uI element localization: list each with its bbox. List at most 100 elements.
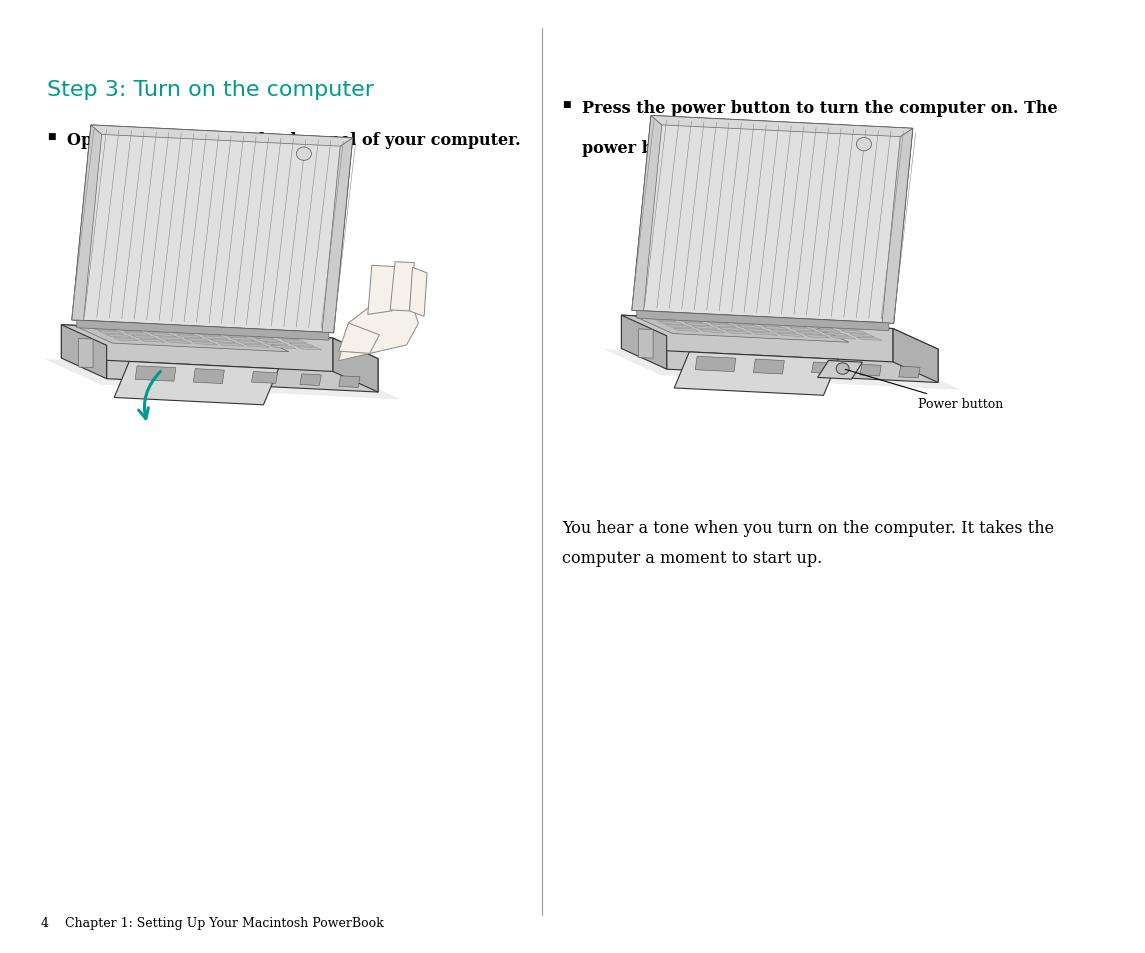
Polygon shape xyxy=(117,329,142,333)
Polygon shape xyxy=(650,318,677,322)
Polygon shape xyxy=(695,357,736,373)
Polygon shape xyxy=(244,345,270,348)
Polygon shape xyxy=(729,322,755,326)
Polygon shape xyxy=(763,327,789,331)
Polygon shape xyxy=(823,333,848,336)
Polygon shape xyxy=(658,322,684,325)
Polygon shape xyxy=(229,337,254,341)
Circle shape xyxy=(297,148,311,161)
Polygon shape xyxy=(736,326,763,329)
Polygon shape xyxy=(339,376,360,388)
Polygon shape xyxy=(90,126,353,147)
Text: computer a moment to start up.: computer a moment to start up. xyxy=(562,550,822,567)
Polygon shape xyxy=(90,328,116,332)
Text: You hear a tone when you turn on the computer. It takes the: You hear a tone when you turn on the com… xyxy=(562,519,1055,537)
Polygon shape xyxy=(753,360,784,375)
Polygon shape xyxy=(685,323,710,327)
Polygon shape xyxy=(882,130,913,324)
Polygon shape xyxy=(692,327,718,330)
Polygon shape xyxy=(297,347,322,351)
Polygon shape xyxy=(830,336,856,340)
Polygon shape xyxy=(62,325,378,359)
Polygon shape xyxy=(143,331,168,334)
Polygon shape xyxy=(789,328,815,332)
Polygon shape xyxy=(674,353,838,395)
Polygon shape xyxy=(196,333,221,336)
Polygon shape xyxy=(289,344,315,347)
Polygon shape xyxy=(834,328,860,331)
Polygon shape xyxy=(856,337,882,341)
Polygon shape xyxy=(106,346,378,393)
Polygon shape xyxy=(150,334,176,337)
Polygon shape xyxy=(237,341,262,345)
Polygon shape xyxy=(848,335,875,337)
Text: 4    Chapter 1: Setting Up Your Macintosh PowerBook: 4 Chapter 1: Setting Up Your Macintosh P… xyxy=(41,916,384,929)
Polygon shape xyxy=(255,339,281,342)
Polygon shape xyxy=(274,337,299,340)
Polygon shape xyxy=(622,315,666,370)
Polygon shape xyxy=(132,336,158,339)
Text: Power button: Power button xyxy=(845,370,1003,411)
Polygon shape xyxy=(194,370,224,384)
Polygon shape xyxy=(176,335,203,338)
Polygon shape xyxy=(673,329,698,332)
Polygon shape xyxy=(113,338,139,341)
Polygon shape xyxy=(169,332,195,335)
Polygon shape xyxy=(632,116,662,312)
Polygon shape xyxy=(818,361,862,379)
Polygon shape xyxy=(893,329,938,383)
Polygon shape xyxy=(77,321,329,341)
Polygon shape xyxy=(622,315,893,362)
Polygon shape xyxy=(804,335,830,338)
Polygon shape xyxy=(79,339,93,369)
Polygon shape xyxy=(339,324,379,355)
Polygon shape xyxy=(72,126,102,321)
Polygon shape xyxy=(771,331,796,334)
Polygon shape xyxy=(62,325,333,372)
Polygon shape xyxy=(622,315,938,350)
Polygon shape xyxy=(72,126,353,334)
Polygon shape xyxy=(203,336,229,340)
Polygon shape xyxy=(45,359,401,400)
Polygon shape xyxy=(700,330,725,334)
Polygon shape xyxy=(815,330,840,333)
Polygon shape xyxy=(605,350,962,391)
Polygon shape xyxy=(718,328,744,332)
Polygon shape xyxy=(410,268,427,317)
Polygon shape xyxy=(262,342,289,346)
Polygon shape xyxy=(158,337,183,341)
Polygon shape xyxy=(368,266,395,315)
Polygon shape xyxy=(726,332,751,335)
Polygon shape xyxy=(752,333,777,336)
Text: power button has this icon: ⓪: power button has this icon: ⓪ xyxy=(582,140,843,157)
Polygon shape xyxy=(191,342,218,346)
Polygon shape xyxy=(677,319,702,323)
Polygon shape xyxy=(74,327,289,353)
Polygon shape xyxy=(62,325,106,379)
Polygon shape xyxy=(797,332,822,335)
Polygon shape xyxy=(782,325,807,328)
Text: ■: ■ xyxy=(562,100,570,109)
Polygon shape xyxy=(221,335,247,337)
Polygon shape xyxy=(282,340,307,344)
Polygon shape xyxy=(300,375,322,386)
Polygon shape xyxy=(637,312,889,332)
Circle shape xyxy=(856,138,871,152)
Polygon shape xyxy=(711,324,736,328)
Polygon shape xyxy=(252,373,277,384)
Polygon shape xyxy=(639,330,653,359)
Polygon shape xyxy=(184,338,210,342)
Text: Step 3: Turn on the computer: Step 3: Turn on the computer xyxy=(47,80,374,100)
Text: Press the power button to turn the computer on. The: Press the power button to turn the compu… xyxy=(582,100,1057,117)
Polygon shape xyxy=(390,262,414,312)
Polygon shape xyxy=(899,367,921,378)
Polygon shape xyxy=(756,323,781,327)
Polygon shape xyxy=(842,331,867,335)
Polygon shape xyxy=(218,343,244,347)
Polygon shape xyxy=(652,116,913,137)
Polygon shape xyxy=(247,335,274,339)
Text: Open the door to the back panel of your computer.: Open the door to the back panel of your … xyxy=(66,132,520,149)
Polygon shape xyxy=(339,295,418,361)
Circle shape xyxy=(836,363,850,375)
Polygon shape xyxy=(666,336,938,383)
